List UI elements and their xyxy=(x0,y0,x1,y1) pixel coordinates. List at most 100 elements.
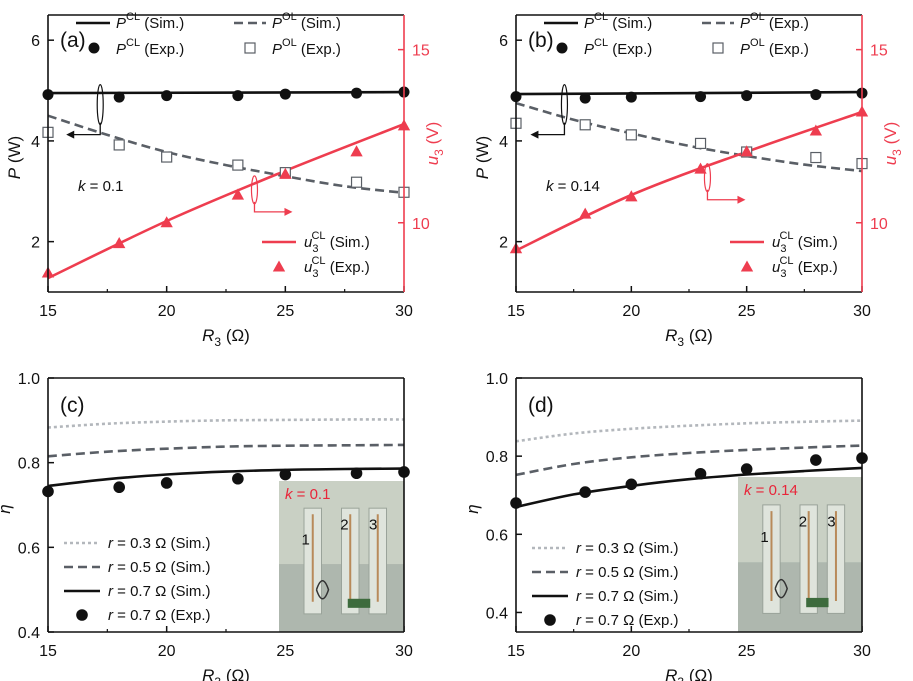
u3-sim-line xyxy=(515,110,863,252)
circuit-board xyxy=(347,598,371,608)
legend-label: r = 0.7 Ω (Exp.) xyxy=(108,607,211,624)
legend-label: PCL (Sim.) xyxy=(116,11,184,32)
x-tick-label: 15 xyxy=(39,643,57,660)
x-tick-label: 20 xyxy=(158,643,176,660)
y-tick-label: 0.6 xyxy=(18,540,40,557)
legend-marker xyxy=(740,260,754,272)
legend-label: r = 0.5 Ω (Sim.) xyxy=(576,564,679,581)
x-tick-label: 15 xyxy=(507,303,525,320)
u3-exp-point xyxy=(809,124,823,136)
pointer-ellipse-right xyxy=(703,163,712,193)
legend-label: r = 0.3 Ω (Sim.) xyxy=(108,535,211,552)
r03-sim-line xyxy=(515,419,863,443)
y-axis-label: P (W) xyxy=(473,136,492,179)
coil-label-1: 1 xyxy=(302,531,310,548)
x-tick-label: 30 xyxy=(395,643,413,660)
y-tick-label: 0.4 xyxy=(18,625,40,642)
pointer-arrowhead-right xyxy=(284,207,293,216)
legend-item-pol-sim: POL (Exp.) xyxy=(702,11,809,32)
pol-exp-point xyxy=(579,119,591,131)
pol-sim-line xyxy=(47,114,405,195)
r07-sim-line xyxy=(47,467,405,488)
u3-exp-point xyxy=(113,237,126,249)
y2-axis-label: u3 (V) xyxy=(881,122,904,166)
chart-panel-4: 15 20 25 30 0.4 0.6 0.8 1.0 k = 0.14 1 2 3 (d) R3 (Ω)… xyxy=(463,371,871,681)
legend-label: u3CL (Exp.) xyxy=(772,255,838,280)
legend-item-r03-sim: r = 0.3 Ω (Sim.) xyxy=(64,535,211,552)
y-tick-label: 1.0 xyxy=(486,371,508,388)
pcl-exp-point xyxy=(695,91,707,103)
r03-sim-line xyxy=(47,418,405,429)
coil-label-3: 3 xyxy=(827,514,835,531)
y2-tick-label: 15 xyxy=(412,43,430,60)
pointer-arrow-right xyxy=(253,201,289,213)
legend-item-r07-exp: r = 0.7 Ω (Exp.) xyxy=(544,612,679,629)
u3-exp-point xyxy=(694,162,707,174)
pcl-exp-point xyxy=(279,88,291,100)
chart-panel-3: 15 20 25 30 0.4 0.6 0.8 1.0 k = 0.1 1 2 3 (c) R3 (Ω) η… xyxy=(0,371,413,681)
y-tick-label: 0.8 xyxy=(486,449,508,466)
x-tick-label: 15 xyxy=(39,303,57,320)
pcl-exp-point xyxy=(232,90,244,102)
legend-label: u3CL (Sim.) xyxy=(304,230,370,255)
legend-item-pcl-exp: PCL (Exp.) xyxy=(556,37,652,58)
legend-item-pol-exp: POL (Exp.) xyxy=(712,37,809,58)
legend-item-pcl-sim: PCL (Sim.) xyxy=(76,11,184,32)
pcl-exp-point xyxy=(741,90,753,102)
y2-tick-label: 15 xyxy=(870,43,888,60)
legend-item-r05-sim: r = 0.5 Ω (Sim.) xyxy=(532,564,679,581)
r07-exp-point xyxy=(232,472,244,485)
u3-exp-point xyxy=(625,190,638,202)
u3-sim-line xyxy=(47,122,405,280)
x-tick-label: 30 xyxy=(395,303,413,320)
legend-label: POL (Exp.) xyxy=(272,37,341,58)
pointer-ellipse-left xyxy=(560,84,569,126)
pointer-ellipse-right xyxy=(250,175,259,205)
pol-exp-point xyxy=(694,137,707,150)
pcl-sim-line xyxy=(515,90,863,96)
legend-label: r = 0.7 Ω (Sim.) xyxy=(108,583,211,600)
legend-item-u3-sim: u3CL (Sim.) xyxy=(730,230,838,255)
x-tick-label: 30 xyxy=(853,303,871,320)
legend-marker xyxy=(76,609,88,621)
pol-exp-point xyxy=(161,151,173,163)
x-axis-label: R3 (Ω) xyxy=(202,666,250,681)
legend-item-r07-sim: r = 0.7 Ω (Sim.) xyxy=(532,588,679,605)
legend-item-pcl-sim: PCL (Sim.) xyxy=(544,11,652,32)
legend-marker xyxy=(244,42,256,54)
legend-item-r05-sim: r = 0.5 Ω (Sim.) xyxy=(64,559,211,576)
pointer-arrow-right xyxy=(706,189,742,201)
x-tick-label: 20 xyxy=(622,303,640,320)
legend-label: r = 0.7 Ω (Sim.) xyxy=(576,588,679,605)
pcl-exp-point xyxy=(579,92,591,104)
x-axis-label: R3 (Ω) xyxy=(665,326,713,349)
y-tick-label: 6 xyxy=(31,33,40,50)
legend-label: PCL (Exp.) xyxy=(584,37,652,58)
r07-exp-point xyxy=(694,467,707,480)
y-tick-label: 0.4 xyxy=(486,605,508,622)
panel-label: (c) xyxy=(60,394,85,417)
legend-marker xyxy=(556,42,568,54)
chart-panel-1: 15 20 25 30 2 4 6 10 15 (a) R3 (Ω) P (W) u3 (V) PCL (… xyxy=(5,11,446,349)
u3-exp-point xyxy=(231,188,245,200)
photo-k-label: k = 0.1 xyxy=(285,486,330,503)
pcl-exp-point xyxy=(113,91,125,103)
pcl-exp-point xyxy=(810,89,822,101)
pcl-exp-point xyxy=(351,87,363,99)
coil-label-1: 1 xyxy=(760,529,768,546)
x-axis-label: R3 (Ω) xyxy=(202,326,250,349)
legend-label: PCL (Sim.) xyxy=(584,11,652,32)
legend-label: r = 0.7 Ω (Exp.) xyxy=(576,612,679,629)
y-tick-label: 4 xyxy=(499,134,508,151)
pointer-arrowhead-right xyxy=(737,195,746,204)
u3-exp-point xyxy=(579,207,592,219)
y-tick-label: 2 xyxy=(499,235,508,252)
legend-marker xyxy=(88,42,100,54)
legend-item-r07-exp: r = 0.7 Ω (Exp.) xyxy=(76,607,211,624)
legend-marker xyxy=(712,42,724,54)
y-axis-label: η xyxy=(463,504,482,513)
pol-exp-point xyxy=(232,159,244,171)
y-tick-label: 2 xyxy=(31,235,40,252)
y-axis-label: η xyxy=(0,504,14,513)
legend-item-pol-sim: POL (Sim.) xyxy=(234,11,341,32)
